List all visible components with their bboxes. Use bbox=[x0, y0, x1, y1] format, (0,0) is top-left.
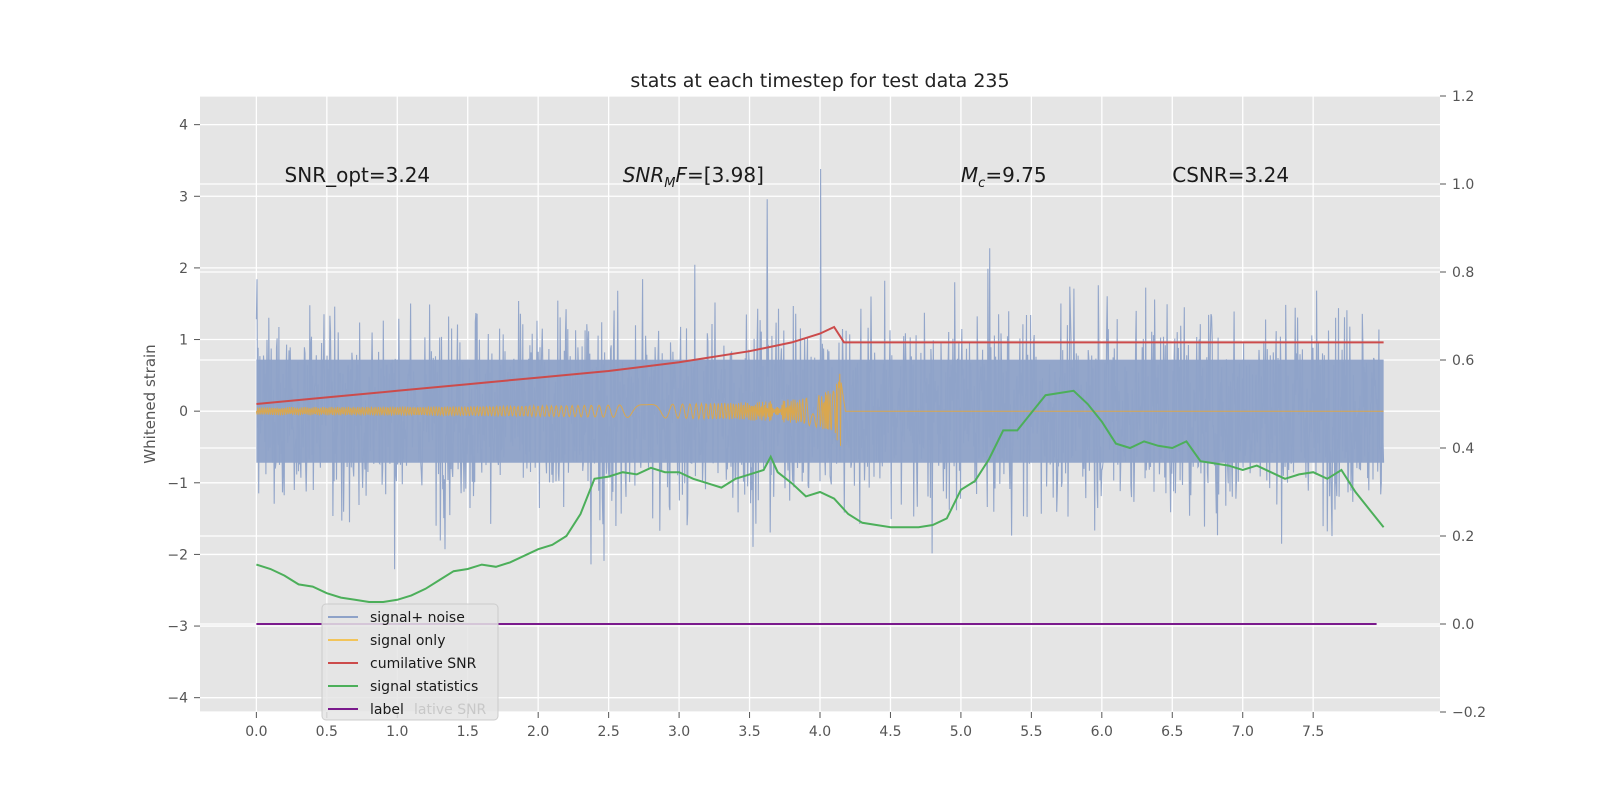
x-tick-label-12: 6.0 bbox=[1091, 724, 1113, 740]
y-tick-label-4: 0 bbox=[179, 404, 188, 420]
x-tick-label-15: 7.5 bbox=[1302, 724, 1324, 740]
y-tick-label-7: 3 bbox=[179, 189, 188, 205]
legend-label-1: signal only bbox=[370, 633, 445, 649]
x-tick-label-3: 1.5 bbox=[457, 724, 479, 740]
y-tick-label-2: −2 bbox=[167, 547, 188, 563]
y2-tick-label-2: 0.2 bbox=[1452, 529, 1474, 545]
x-tick-label-6: 3.0 bbox=[668, 724, 690, 740]
legend-label-0: signal+ noise bbox=[370, 610, 465, 626]
legend-label-4: label bbox=[370, 702, 404, 718]
y-tick-label-0: −4 bbox=[167, 691, 188, 707]
x-tick-label-2: 1.0 bbox=[386, 724, 408, 740]
legend-ghost-text: lative SNR bbox=[414, 702, 487, 718]
x-tick-label-11: 5.5 bbox=[1020, 724, 1042, 740]
x-tick-label-1: 0.5 bbox=[316, 724, 338, 740]
y2-tick-label-1: 0.0 bbox=[1452, 617, 1474, 633]
x-tick-label-13: 6.5 bbox=[1161, 724, 1183, 740]
axes: 0.0 0.5 1.0 1.5 2.0 2.5 3.0 3.5 4.0 4.5 5.0 5.5 6.0 6… bbox=[167, 89, 1486, 740]
series-signal-only bbox=[255, 373, 1384, 446]
annotation-2: Mc=9.75 bbox=[961, 163, 1047, 191]
legend-box bbox=[321, 603, 499, 721]
y-axis-label: Whitened strain bbox=[141, 344, 159, 463]
chart-title: stats at each timestep for test data 235 bbox=[630, 70, 1009, 92]
y2-tick-label-6: 1.0 bbox=[1452, 177, 1474, 193]
x-tick-label-7: 3.5 bbox=[738, 724, 760, 740]
legend-label-2: cumilative SNR bbox=[370, 656, 477, 672]
y-tick-label-8: 4 bbox=[179, 118, 188, 134]
x-tick-label-0: 0.0 bbox=[245, 724, 267, 740]
annotation-0: SNR_opt=3.24 bbox=[285, 163, 431, 187]
annotations: SNR_opt=3.24 SNRMF=[3.98] Mc=9.75 CSNR=3.24 bbox=[285, 163, 1290, 191]
y-tick-label-6: 2 bbox=[179, 261, 188, 277]
x-tick-label-8: 4.0 bbox=[809, 724, 831, 740]
series-cumilative-snr bbox=[256, 325, 1384, 405]
y-tick-label-3: −1 bbox=[167, 476, 188, 492]
x-tick-label-4: 2.0 bbox=[527, 724, 549, 740]
legend: signal+ noise signal only cumilative SNR si… bbox=[321, 603, 499, 721]
y2-tick-label-0: −0.2 bbox=[1452, 705, 1486, 721]
annotation-1: SNRMF=[3.98] bbox=[623, 163, 764, 191]
x-tick-label-10: 5.0 bbox=[950, 724, 972, 740]
y2-tick-label-7: 1.2 bbox=[1452, 89, 1474, 105]
legend-label-3: signal statistics bbox=[370, 679, 478, 695]
x-tick-label-9: 4.5 bbox=[879, 724, 901, 740]
series-signal-statistics bbox=[256, 389, 1385, 603]
y2-tick-label-3: 0.4 bbox=[1452, 441, 1474, 457]
annotation-3: CSNR=3.24 bbox=[1172, 163, 1289, 187]
x-tick-label-14: 7.0 bbox=[1232, 724, 1254, 740]
x-tick-label-5: 2.5 bbox=[598, 724, 620, 740]
y-tick-label-1: −3 bbox=[167, 619, 188, 635]
y-tick-label-5: 1 bbox=[179, 333, 188, 349]
y2-tick-label-4: 0.6 bbox=[1452, 353, 1474, 369]
y2-tick-label-5: 0.8 bbox=[1452, 265, 1474, 281]
